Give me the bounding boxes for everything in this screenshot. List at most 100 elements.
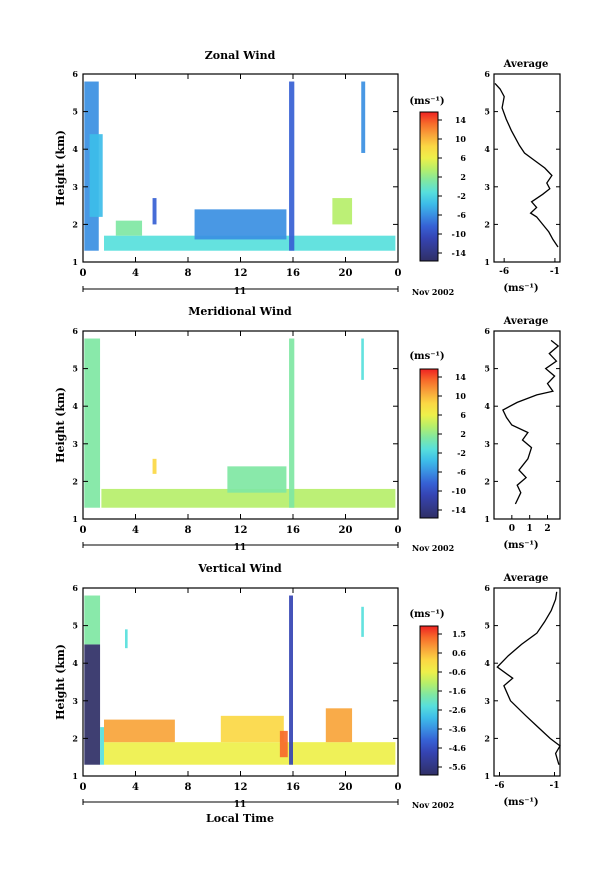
average-frame xyxy=(493,330,561,520)
average-x-tick-label: -6 xyxy=(495,781,505,791)
x-tick-label: 12 xyxy=(234,782,248,793)
x-tick-label: 20 xyxy=(339,268,353,279)
average-x-tick-label: 1 xyxy=(527,524,533,534)
colorbar-tick-label: 14 xyxy=(455,372,467,382)
x-tick-label: 0 xyxy=(80,268,87,279)
colorbar-tick-label: 10 xyxy=(455,391,467,401)
colorbar-tick-label: -1.6 xyxy=(449,686,467,696)
colorbar-tick-label: -5.6 xyxy=(449,762,467,772)
meridional-colorbar-unit: (ms⁻¹) xyxy=(409,351,444,362)
meridional-date-day: 11 xyxy=(234,543,247,553)
zonal-ylabel: Height (km) xyxy=(54,130,67,206)
average-y-tick-label: 1 xyxy=(484,257,490,267)
vertical-average-unit: (ms⁻¹) xyxy=(503,797,538,808)
meridional-ylabel: Height (km) xyxy=(54,387,67,463)
y-tick-label: 3 xyxy=(72,696,78,706)
field-patch xyxy=(332,198,353,225)
x-tick-label: 8 xyxy=(185,782,192,793)
average-frame xyxy=(493,587,561,777)
colorbar xyxy=(419,368,439,519)
average-y-tick-label: 4 xyxy=(484,144,490,154)
meridional-date-month: Nov 2002 xyxy=(412,543,454,553)
average-profile-line xyxy=(494,82,559,248)
y-tick-label: 5 xyxy=(72,107,78,117)
average-profile-line xyxy=(496,591,561,765)
field-patch xyxy=(361,81,366,153)
vertical-date-day: 11 xyxy=(234,800,247,810)
average-x-tick-label: -1 xyxy=(550,781,560,791)
colorbar-tick-label: 2 xyxy=(460,429,466,439)
field-patch xyxy=(361,338,364,380)
y-tick-label: 4 xyxy=(72,658,78,668)
y-tick-label: 3 xyxy=(72,439,78,449)
colorbar-tick-label: -4.6 xyxy=(449,743,467,753)
vertical-average-title: Average xyxy=(503,573,549,584)
y-tick-label: 5 xyxy=(72,621,78,631)
x-tick-label: 0 xyxy=(395,268,402,279)
colorbar xyxy=(419,111,439,262)
colorbar-tick-label: 6 xyxy=(460,153,466,163)
x-tick-label: 8 xyxy=(185,268,192,279)
field-patch xyxy=(104,235,396,251)
meridional-average-title: Average xyxy=(503,316,549,327)
colorbar-tick-label: 0.6 xyxy=(452,648,466,658)
average-x-tick-label: -6 xyxy=(499,267,509,277)
panel-0: 0 4 8 12 16 20 0123456141062-2-6-10-14123456-6… xyxy=(72,69,561,292)
vertical-date-month: Nov 2002 xyxy=(412,800,454,810)
average-y-tick-label: 4 xyxy=(484,401,490,411)
colorbar-tick-label: -10 xyxy=(452,229,467,239)
zonal-average-title: Average xyxy=(503,59,549,70)
y-tick-label: 4 xyxy=(72,144,78,154)
field-patch xyxy=(325,708,353,743)
field-patch xyxy=(84,338,101,508)
average-y-tick-label: 2 xyxy=(484,219,490,229)
average-x-tick-label: 2 xyxy=(544,524,550,534)
x-tick-label: 0 xyxy=(80,782,87,793)
field-patch xyxy=(227,466,287,493)
colorbar-tick-label: -6 xyxy=(457,210,466,220)
meridional-average-unit: (ms⁻¹) xyxy=(503,540,538,551)
meridional-title: Meridional Wind xyxy=(188,305,292,318)
y-tick-label: 4 xyxy=(72,401,78,411)
zonal-average-unit: (ms⁻¹) xyxy=(503,283,538,294)
y-tick-label: 5 xyxy=(72,364,78,374)
field-patch xyxy=(115,220,143,236)
vertical-title: Vertical Wind xyxy=(197,562,282,575)
field-patch xyxy=(361,606,364,637)
colorbar xyxy=(419,625,439,776)
colorbar-tick-label: -10 xyxy=(452,486,467,496)
y-tick-label: 3 xyxy=(72,182,78,192)
field-patch xyxy=(84,595,101,645)
colorbar-tick-label: 1.5 xyxy=(452,629,466,639)
colorbar-tick-label: 14 xyxy=(455,115,467,125)
field-patch xyxy=(194,209,287,240)
x-tick-label: 0 xyxy=(395,525,402,536)
average-y-tick-label: 4 xyxy=(484,658,490,668)
colorbar-tick-label: -2 xyxy=(457,448,466,458)
x-tick-label: 16 xyxy=(286,525,300,536)
zonal-date-month: Nov 2002 xyxy=(412,287,454,297)
y-tick-label: 1 xyxy=(72,514,78,524)
average-profile-line xyxy=(502,339,560,505)
field-patch xyxy=(289,595,293,765)
panel-2: 0 4 8 12 16 20 01234561.50.6-0.6-1.6-2.6-3.6-4… xyxy=(72,583,561,805)
field-patch xyxy=(100,727,104,765)
average-y-tick-label: 2 xyxy=(484,476,490,486)
field-patch xyxy=(289,338,295,508)
field-patch xyxy=(101,488,396,508)
colorbar-tick-label: -6 xyxy=(457,467,466,477)
average-x-tick-label: 0 xyxy=(509,524,515,534)
colorbar-tick-label: 2 xyxy=(460,172,466,182)
average-y-tick-label: 6 xyxy=(484,326,490,336)
x-tick-label: 8 xyxy=(185,525,192,536)
x-tick-label: 4 xyxy=(132,525,139,536)
y-tick-label: 1 xyxy=(72,257,78,267)
average-y-tick-label: 3 xyxy=(484,696,490,706)
average-y-tick-label: 3 xyxy=(484,182,490,192)
colorbar-tick-label: -14 xyxy=(452,248,467,258)
zonal-colorbar-unit: (ms⁻¹) xyxy=(409,96,444,107)
colorbar-tick-label: -0.6 xyxy=(449,667,467,677)
x-tick-label: 16 xyxy=(286,782,300,793)
